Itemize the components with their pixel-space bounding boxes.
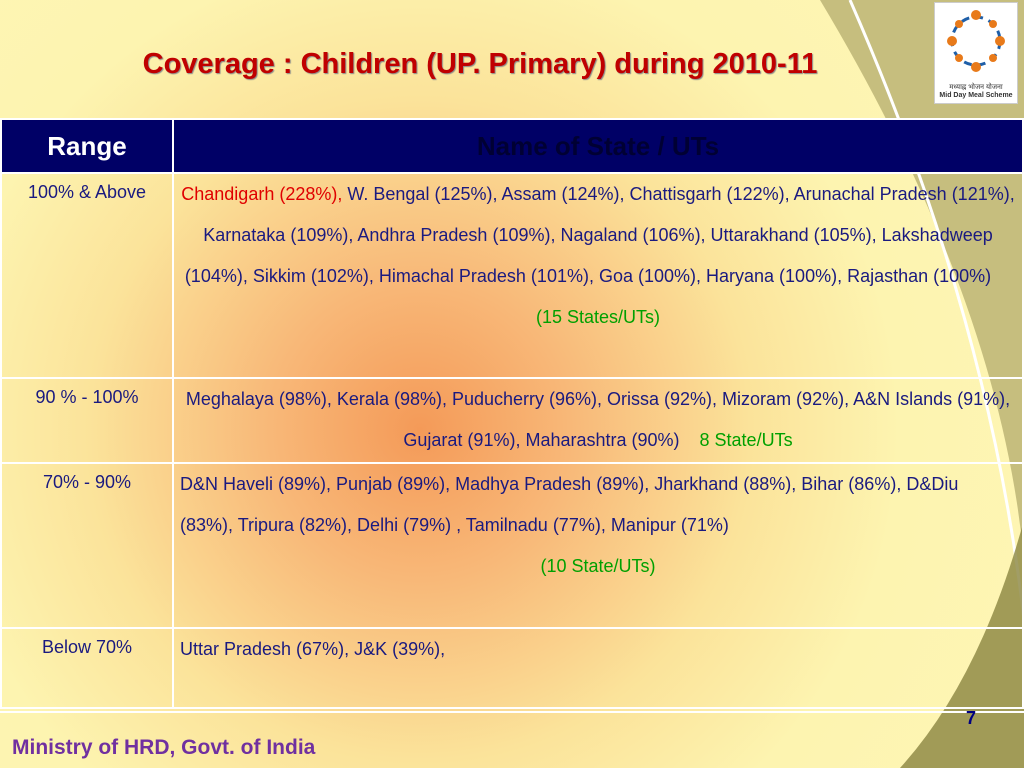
state-list: W. Bengal (125%), Assam (124%), Chattisg… [184,184,1015,286]
column-header: Name of State / UTs [172,118,1024,174]
title: Coverage : Children (UP. Primary) during… [142,48,818,80]
row: 90 % - 100% Meghalaya (98%), Kerala (98%… [0,377,1024,464]
count: (10 State/UTs) [540,556,656,576]
logo-hindi: मध्याह्न भोजन योजना [949,84,1003,91]
states: Uttar Pradesh (67%), J&K (39%), [172,627,1024,709]
count: (15 States/UTs) [535,307,661,327]
footer: Ministry of HRD, Govt. of India [12,736,316,759]
state-list: Meghalaya (98%), Kerala (98%), Puducherr… [185,389,1011,450]
highlight: Chandigarh (228%), [181,184,343,204]
row: 100% & Above Chandigarh (228%), W. Benga… [0,172,1024,379]
state-list: D&N Haveli (89%), Punjab (89%), Madhya P… [180,474,959,535]
states: Meghalaya (98%), Kerala (98%), Puducherr… [172,377,1024,464]
state-list: Uttar Pradesh (67%), J&K (39%), [180,639,446,659]
logo-icon [947,10,1005,72]
row: 70% - 90% D&N Haveli (89%), Punjab (89%)… [0,462,1024,629]
column-header: Range [0,118,174,174]
range: Below 70% [0,627,174,709]
page-number: 7 [966,708,977,728]
coverage-table: Range Name of State / UTs 100% & Above C… [0,118,1024,709]
count: 8 State/UTs [699,430,793,450]
logo: मध्याह्न भोजन योजना Mid Day Meal Scheme [934,2,1018,104]
logo-caption: Mid Day Meal Scheme [939,92,1013,99]
range: 70% - 90% [0,462,174,629]
range: 90 % - 100% [0,377,174,464]
states: Chandigarh (228%), W. Bengal (125%), Ass… [172,172,1024,379]
range: 100% & Above [0,172,174,379]
states: D&N Haveli (89%), Punjab (89%), Madhya P… [172,462,1024,629]
row: Below 70% Uttar Pradesh (67%), J&K (39%)… [0,627,1024,709]
header-row: Range Name of State / UTs [0,118,1024,174]
